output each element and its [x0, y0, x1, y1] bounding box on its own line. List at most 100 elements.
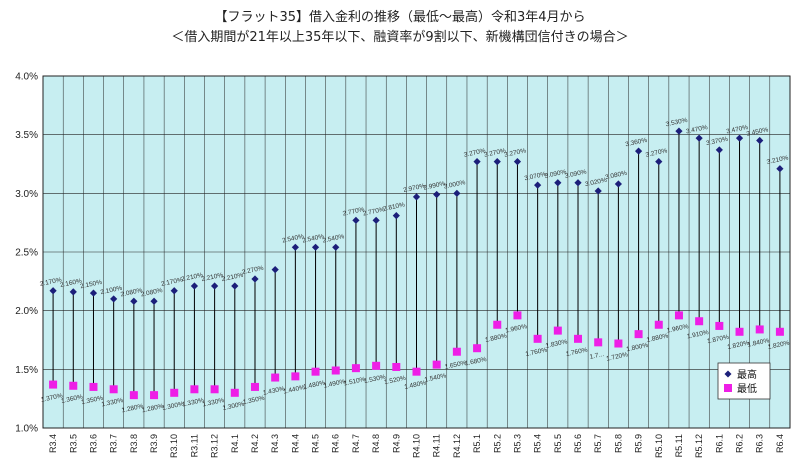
x-tick-label: R5.1 — [472, 434, 482, 453]
low-point — [331, 366, 340, 375]
high-data-label: 2.990% — [423, 180, 446, 191]
y-tick-label: 1.0% — [15, 424, 38, 435]
high-data-label: 3.370% — [706, 136, 729, 147]
low-point — [473, 344, 482, 353]
high-point — [634, 147, 643, 155]
high-point — [554, 179, 562, 187]
low-point — [695, 317, 704, 326]
low-data-label: 1.520% — [383, 375, 406, 386]
high-data-label: 2.170% — [39, 276, 62, 287]
high-data-label: 3.210% — [766, 154, 789, 165]
legend-low-marker — [724, 384, 732, 392]
low-point — [432, 360, 441, 369]
x-tick-label: R3.6 — [88, 434, 98, 453]
low-point — [291, 372, 300, 381]
low-point — [230, 388, 239, 397]
low-data-label: 1.650% — [444, 360, 467, 371]
high-point — [49, 287, 57, 295]
high-data-label: 3.270% — [504, 147, 527, 158]
high-point — [130, 297, 138, 305]
high-point — [190, 282, 199, 290]
legend-high-label: 最高 — [737, 368, 757, 381]
low-point — [513, 311, 522, 320]
x-tick-label: R5.11 — [674, 434, 684, 457]
high-data-label: 2.540% — [302, 233, 325, 244]
low-data-label: 1.7... — [589, 351, 605, 361]
high-data-label: 2.150% — [80, 279, 103, 290]
low-data-label: 1.960% — [505, 323, 528, 334]
low-data-label: 1.370% — [40, 392, 63, 403]
low-point — [574, 334, 583, 343]
low-data-label: 1.820% — [727, 340, 750, 351]
low-point — [452, 347, 461, 356]
high-point — [735, 134, 744, 142]
x-tick-label: R4.4 — [290, 434, 300, 453]
x-tick-label: R5.12 — [694, 434, 704, 458]
high-point — [69, 288, 77, 296]
low-data-label: 1.480% — [404, 379, 427, 390]
high-data-label: 2.970% — [403, 183, 426, 194]
low-data-label: 1.360% — [60, 394, 83, 405]
x-tick-label: R5.6 — [573, 434, 583, 453]
high-data-label: 2.210% — [221, 272, 244, 283]
x-tick-label: R5.4 — [533, 434, 543, 453]
low-data-label: 1.910% — [686, 329, 709, 340]
low-data-label: 1.530% — [363, 374, 386, 385]
high-point — [231, 282, 239, 290]
high-point — [473, 158, 481, 166]
y-tick-label: 2.0% — [15, 306, 38, 317]
high-data-label: 3.450% — [746, 126, 769, 137]
low-data-label: 1.760% — [565, 347, 588, 358]
low-data-label: 1.280% — [141, 403, 164, 414]
y-tick-label: 1.5% — [15, 365, 38, 376]
high-data-label: 2.100% — [100, 285, 123, 296]
low-point — [715, 321, 724, 330]
high-data-label: 3.270% — [645, 147, 668, 158]
high-point — [433, 190, 441, 199]
low-point — [250, 382, 259, 391]
x-tick-label: R5.2 — [492, 434, 502, 453]
x-tick-label: R6.2 — [735, 434, 745, 453]
x-tick-label: R6.1 — [714, 434, 724, 453]
high-point — [655, 158, 663, 166]
x-tick-label: R3.10 — [169, 434, 179, 458]
low-point — [553, 326, 562, 335]
high-data-label: 2.270% — [241, 265, 264, 276]
x-tick-label: R4.8 — [371, 434, 381, 453]
high-point — [412, 193, 421, 201]
low-data-label: 1.510% — [343, 376, 366, 387]
y-tick-label: 3.0% — [15, 189, 38, 200]
x-tick-label: R5.9 — [634, 434, 644, 453]
low-point — [372, 361, 381, 370]
low-data-label: 1.830% — [545, 338, 568, 349]
high-point — [271, 266, 279, 274]
low-data-label: 1.350% — [81, 395, 104, 406]
high-point — [352, 216, 360, 224]
high-data-label: 3.020% — [584, 177, 607, 188]
low-data-label: 1.760% — [525, 347, 548, 358]
high-data-label: 2.160% — [59, 278, 82, 289]
x-tick-label: R6.4 — [775, 434, 785, 453]
high-data-label: 2.210% — [181, 272, 204, 283]
high-point — [89, 289, 98, 297]
high-point — [493, 158, 501, 166]
high-point — [776, 165, 784, 173]
x-tick-label: R4.10 — [412, 434, 422, 458]
x-tick-label: R4.11 — [432, 434, 442, 457]
high-point — [756, 136, 764, 145]
chart-title: 【フラット35】借入金利の推移（最低～最高）令和3年4月から — [214, 10, 586, 25]
low-point — [674, 311, 683, 320]
low-data-label: 1.840% — [747, 337, 770, 348]
high-point — [534, 181, 542, 189]
x-tick-label: R4.3 — [270, 434, 280, 453]
x-tick-label: R3.8 — [129, 434, 139, 453]
low-point — [311, 367, 320, 376]
low-data-label: 1.800% — [626, 342, 649, 353]
low-point — [392, 362, 401, 371]
y-tick-label: 2.5% — [15, 248, 38, 259]
x-tick-label: R4.7 — [351, 434, 361, 453]
low-point — [129, 391, 138, 400]
low-data-label: 1.440% — [283, 384, 306, 395]
low-point — [69, 381, 78, 390]
